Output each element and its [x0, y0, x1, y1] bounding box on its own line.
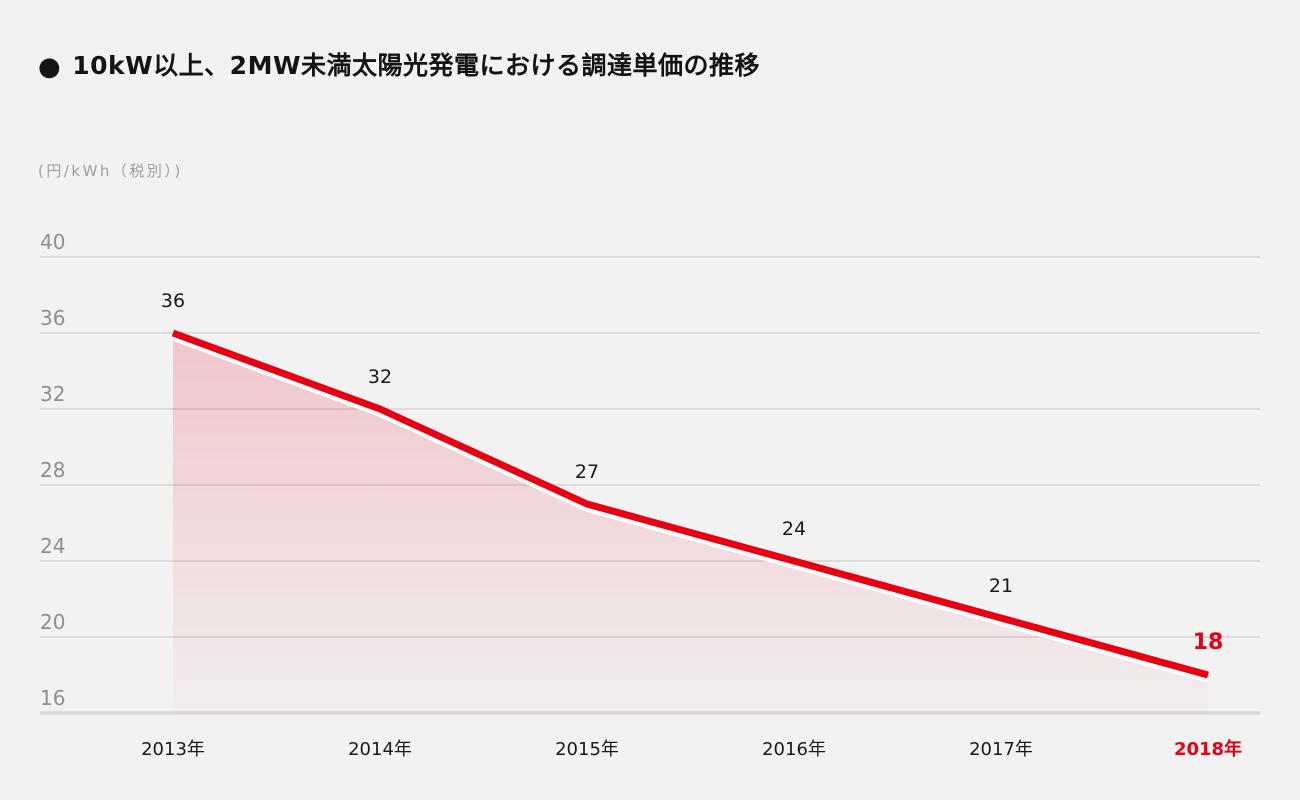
y-tick-label-24: 24: [40, 534, 65, 558]
x-axis-label-2017年: 2017年: [969, 739, 1033, 760]
y-tick-label-32: 32: [40, 382, 65, 406]
y-tick-label-36: 36: [40, 306, 65, 330]
x-axis-label-2013年: 2013年: [141, 739, 205, 760]
data-label-2014年: 32: [368, 366, 392, 388]
area-fill: [173, 338, 1208, 713]
data-label-2015年: 27: [575, 461, 599, 483]
x-axis-label-2018年: 2018年: [1174, 738, 1242, 760]
area-top-edge: [172, 335, 1209, 683]
page-title-text: 10kW以上、2MW未満太陽光発電における調達単価の推移: [72, 51, 761, 80]
data-label-2013年: 36: [161, 290, 185, 312]
y-tick-label-28: 28: [40, 458, 65, 482]
y-axis-unit-label: (円/kWh（税別）): [38, 162, 183, 180]
trend-line: [171, 329, 1209, 679]
y-tick-label-40: 40: [40, 230, 65, 254]
data-label-2016年: 24: [782, 518, 806, 540]
y-tick-label-16: 16: [40, 686, 65, 710]
y-tick-label-20: 20: [40, 610, 65, 634]
bullet-icon: ●: [38, 52, 62, 82]
x-axis-label-2015年: 2015年: [555, 739, 619, 760]
x-axis-label-2016年: 2016年: [762, 739, 826, 760]
data-label-2018年: 18: [1193, 630, 1224, 655]
x-axis-label-2014年: 2014年: [348, 739, 412, 760]
page-title: ● 10kW以上、2MW未満太陽光発電における調達単価の推移: [38, 46, 760, 82]
data-label-2017年: 21: [989, 575, 1013, 597]
